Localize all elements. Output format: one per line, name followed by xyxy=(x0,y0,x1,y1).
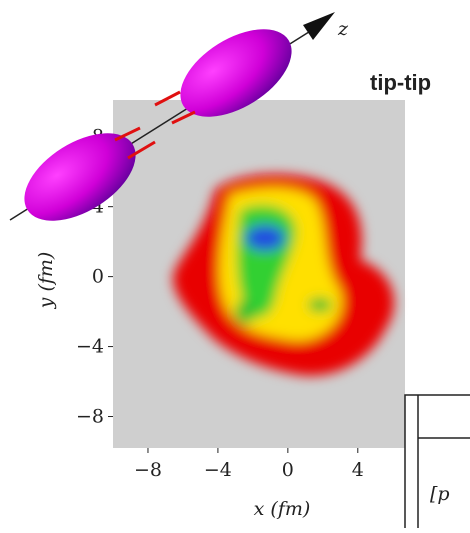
inset-box xyxy=(405,395,470,528)
annotation: tip-tip xyxy=(370,70,431,95)
x-axis: −8 −4 0 4 xyxy=(134,448,364,481)
x-tick-label: 4 xyxy=(352,459,364,481)
x-tick-label: −4 xyxy=(204,459,232,481)
x-tick-label: 0 xyxy=(282,459,294,481)
y-tick-label: −8 xyxy=(76,406,104,428)
figure: −8−404 −8−4048 x (fm) y (fm) z tip-tip [… xyxy=(0,0,470,528)
y-axis-label: y (fm) xyxy=(35,252,57,310)
y-tick-label: −4 xyxy=(76,336,104,358)
x-axis-label: x (fm) xyxy=(254,498,311,520)
y-tick-label: 0 xyxy=(92,266,104,288)
inset-text: [p xyxy=(430,483,450,505)
axis-symbol: z xyxy=(337,18,349,40)
x-tick-label: −8 xyxy=(134,459,162,481)
